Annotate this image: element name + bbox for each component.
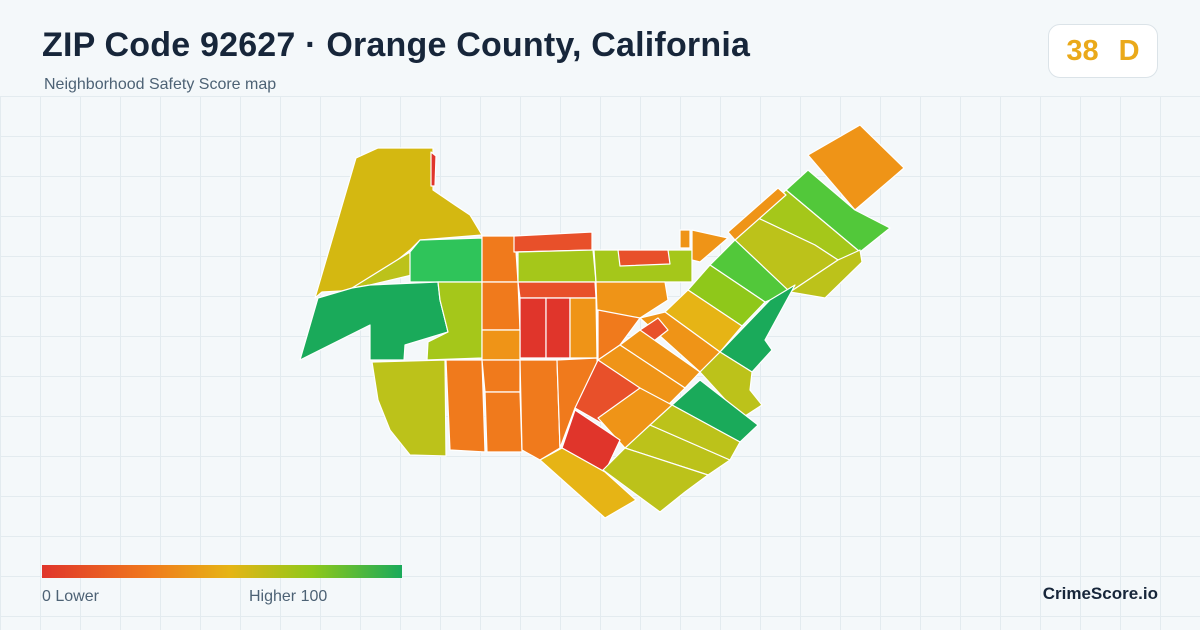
safety-score-value: 38 (1066, 34, 1099, 67)
region-c10-amber[interactable] (481, 329, 521, 361)
region-e7-amber-wedge[interactable] (727, 187, 787, 241)
page-subtitle: Neighborhood Safety Score map (44, 76, 277, 93)
region-ne-stub-a[interactable] (679, 229, 691, 249)
region-c5-orange[interactable] (481, 281, 521, 331)
brand-logo-text[interactable]: CrimeScore.io (1042, 584, 1158, 603)
region-c3-lime[interactable] (517, 249, 597, 283)
region-sw-olive[interactable] (371, 359, 447, 457)
region-c9-amber[interactable] (569, 297, 598, 359)
safety-score-badge: 38 D (1048, 24, 1158, 78)
region-e22-olive[interactable] (602, 447, 709, 513)
region-e5-olive-side[interactable] (789, 249, 863, 299)
region-e21-olive[interactable] (649, 404, 741, 461)
region-ne-stub-b[interactable] (691, 229, 729, 263)
region-c1-orange[interactable] (481, 235, 519, 283)
page-title: ZIP Code 92627 · Orange County, Californ… (42, 26, 751, 64)
legend-high-label: Higher 100 (249, 588, 328, 605)
region-west-green[interactable] (299, 281, 449, 361)
region-c11-orange[interactable] (445, 359, 486, 453)
region-nw-upland[interactable] (314, 147, 483, 299)
region-c6-red-orange[interactable] (517, 281, 597, 299)
region-c2-red-strip[interactable] (513, 231, 593, 253)
region-nw-red-sliver[interactable] (430, 151, 437, 187)
region-north-green-a[interactable] (409, 237, 483, 283)
region-c14-orange[interactable] (519, 359, 561, 461)
header-bar: ZIP Code 92627 · Orange County, Californ… (0, 0, 1200, 96)
region-c7-red[interactable] (519, 297, 547, 359)
legend-gradient-bar (42, 565, 402, 578)
region-c4b-red-island[interactable] (617, 249, 671, 267)
region-c12-orange[interactable] (481, 359, 521, 393)
legend-low-label: 0 Lower (42, 588, 99, 605)
region-e1-amber[interactable] (807, 124, 905, 211)
region-c13-orange[interactable] (484, 391, 523, 453)
region-e23-amber[interactable] (539, 447, 637, 519)
region-c8-red[interactable] (545, 297, 571, 359)
safety-grade: D (1118, 34, 1140, 67)
